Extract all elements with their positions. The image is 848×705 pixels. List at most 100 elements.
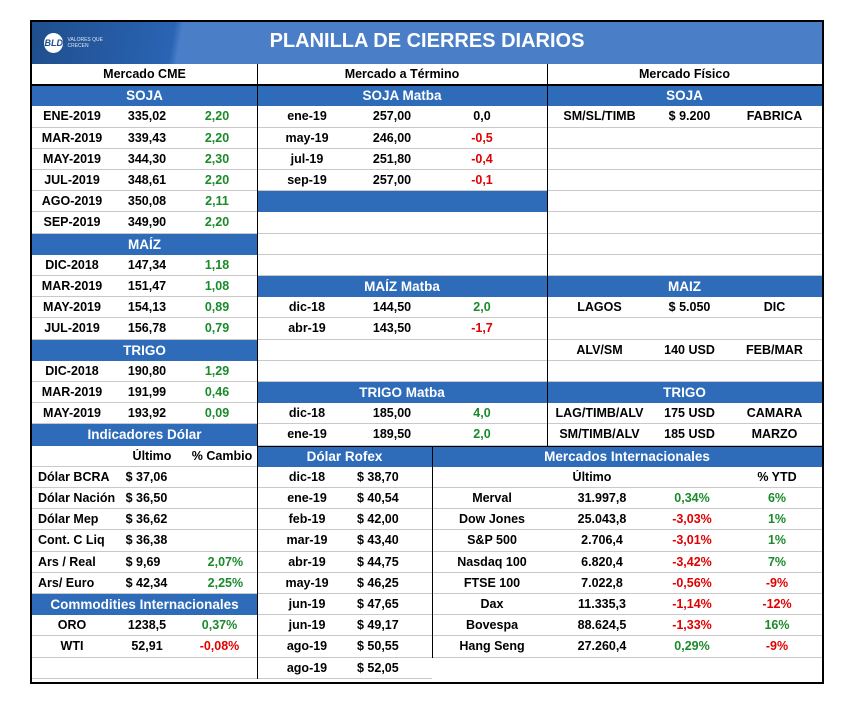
contract-month: sep-19	[287, 173, 327, 188]
empty-row	[32, 658, 257, 679]
value: 7.022,8	[581, 575, 623, 590]
rofex-section: Dólar Rofex	[257, 445, 432, 467]
price: 190,80	[127, 363, 167, 378]
condition: CAMARA	[746, 406, 803, 421]
price: 147,34	[127, 257, 167, 272]
contract-month: ago-19	[286, 660, 328, 675]
change: -0,5	[471, 130, 493, 145]
change: -1,7	[471, 321, 493, 336]
contract-month: ene-19	[287, 427, 327, 442]
empty-row	[257, 361, 547, 382]
change: 1,18	[204, 257, 230, 272]
condition: MARZO	[751, 427, 798, 442]
cme-maiz-section: MAÍZ	[32, 233, 257, 255]
fisico-trigo-section: TRIGO	[547, 382, 822, 404]
contract-month: dic-18	[288, 469, 326, 484]
price: 189,50	[372, 427, 412, 442]
daily-change: 0,29%	[674, 639, 710, 654]
price: $ 50,55	[357, 639, 399, 654]
cme-maiz-row: DIC-2018 147,34 1,18	[32, 255, 257, 276]
value: 31.997,8	[577, 491, 627, 506]
change: 0,46	[204, 385, 230, 400]
price: $ 5.050	[668, 300, 711, 315]
change: 1,08	[204, 279, 230, 294]
rofex-row: ago-19 $ 52,05	[257, 658, 432, 679]
fisico-trigo-row: SM/TIMB/ALV 185 USD MARZO	[547, 424, 822, 446]
change: 2,07%	[207, 554, 244, 569]
contract-month: dic-18	[288, 406, 326, 421]
ytd-change: -12%	[762, 597, 792, 612]
price: $ 44,75	[357, 554, 399, 569]
empty-row	[547, 149, 822, 170]
change: -0,08%	[199, 639, 240, 654]
dolar-row: Dólar BCRA $ 37,06	[32, 467, 257, 488]
value: $ 36,62	[125, 512, 168, 527]
col-cambio: % Cambio	[191, 448, 253, 463]
intl-section-label: Mercados Internacionales	[544, 448, 710, 464]
cme-trigo-row: MAR-2019 191,99 0,46	[32, 382, 257, 404]
dolar-row: Cont. C Liq $ 36,38	[32, 530, 257, 552]
price: 339,43	[127, 130, 167, 145]
value: 25.043,8	[577, 512, 627, 527]
matba-trigo-row: ene-19 189,50 2,0	[257, 424, 547, 446]
location: SM/SL/TIMB	[563, 109, 636, 124]
matba-maiz-row: abr-19 143,50 -1,7	[257, 318, 547, 340]
contract-month: jul-19	[290, 151, 324, 166]
price: $ 49,17	[357, 618, 399, 633]
contract-month: MAY-2019	[43, 151, 101, 166]
price: 257,00	[372, 173, 412, 188]
empty-row	[547, 361, 822, 382]
dolar-section-label: Indicadores Dólar	[87, 427, 202, 443]
daily-change: -3,42%	[672, 554, 712, 569]
daily-change: -0,56%	[672, 575, 712, 590]
daily-change: 0,34%	[674, 491, 710, 506]
contract-month: ene-19	[287, 491, 327, 506]
dolar-row: Ars / Real $ 9,69 2,07%	[32, 552, 257, 573]
daily-change: -3,01%	[672, 533, 712, 548]
value: 88.624,5	[577, 618, 627, 633]
index-name: Nasdaq 100	[457, 554, 527, 569]
fisico-maiz-section: MAIZ	[547, 276, 822, 298]
daily-change: -1,33%	[672, 618, 712, 633]
value: 2.706,4	[581, 533, 623, 548]
ytd-change: 1%	[767, 533, 787, 548]
indicator-name: Dólar Nación	[38, 491, 116, 506]
empty-row	[547, 255, 822, 276]
contract-month: ago-19	[286, 639, 328, 654]
change: 2,0	[473, 300, 491, 315]
value: $ 9,69	[125, 554, 161, 569]
dolar-section: Indicadores Dólar	[32, 424, 257, 446]
price: 191,99	[127, 385, 167, 400]
indicator-name: Ars / Real	[38, 554, 96, 569]
intl-row: FTSE 100 7.022,8 -0,56% -9%	[432, 573, 822, 594]
contract-month: MAR-2019	[41, 130, 103, 145]
condition: FABRICA	[746, 109, 803, 124]
intl-row: Dax 11.335,3 -1,14% -12%	[432, 594, 822, 616]
cme-soja-section-label: SOJA	[126, 88, 163, 104]
contract-month: feb-19	[288, 512, 326, 527]
contract-month: jun-19	[288, 597, 326, 612]
value: $ 36,50	[125, 491, 168, 506]
divider	[32, 85, 822, 87]
change: -0,4	[471, 151, 493, 166]
matba-trigo-section-label: TRIGO Matba	[359, 385, 445, 401]
contract-month: JUL-2019	[44, 321, 100, 336]
empty-row	[257, 255, 547, 276]
contract-month: MAR-2019	[41, 279, 103, 294]
price: $ 38,70	[357, 469, 399, 484]
rofex-row: feb-19 $ 42,00	[257, 509, 432, 531]
price: 151,47	[127, 279, 167, 294]
divider	[257, 64, 258, 679]
fisico-soja-section: SOJA	[547, 85, 822, 107]
empty-row	[547, 191, 822, 213]
value: $ 37,06	[125, 469, 168, 484]
empty-row	[547, 128, 822, 149]
cme-soja-section: SOJA	[32, 85, 257, 107]
col-ultimo: Último	[132, 448, 172, 463]
indicator-name: Dólar BCRA	[38, 469, 110, 484]
empty-row	[257, 212, 547, 234]
rofex-row: jun-19 $ 47,65	[257, 594, 432, 616]
contract-month: DIC-2018	[45, 257, 99, 272]
intl-section: Mercados Internacionales	[432, 445, 822, 467]
fisico-trigo-row: LAG/TIMB/ALV 175 USD CAMARA	[547, 403, 822, 425]
